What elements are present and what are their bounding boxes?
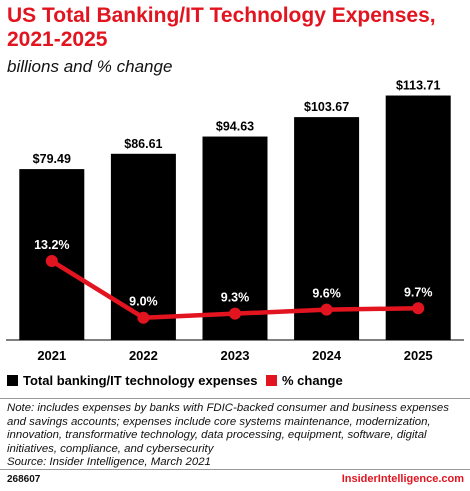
legend-swatch-expenses [7,375,18,386]
change-label-2023: 9.3% [221,291,250,305]
footer-divider [0,469,470,470]
change-point-2023 [229,307,241,320]
x-tick-label-2025: 2025 [404,348,433,363]
bar-value-label-2025: $113.71 [396,79,441,93]
change-point-2022 [137,311,150,324]
legend-label-expenses: Total banking/IT technology expenses [23,373,258,388]
change-label-2024: 9.6% [312,287,341,301]
legend-swatch-change [266,375,277,386]
x-tick-label-2023: 2023 [221,348,250,363]
bar-2024 [294,117,360,340]
line-layer: 13.2% 9.0% 9.3% 9.6% 9.7% [34,238,432,324]
bar-value-label-2022: $86.61 [124,137,162,151]
change-label-2021: 13.2% [34,238,69,252]
labels-layer: $79.49 $86.61 $94.63 $103.67 $113.71 [33,79,441,167]
chart-note: Note: includes expenses by banks with FD… [7,402,465,470]
legend-item-expenses: Total banking/IT technology expenses [7,373,258,388]
source-text: Source: Insider Intelligence, March 2021 [7,456,211,469]
brand-link[interactable]: InsiderIntelligence.com [341,473,464,485]
x-axis: 2021 2022 2023 2024 2025 [6,339,464,363]
change-point-2021 [45,255,58,268]
bar-2021 [19,169,85,340]
bar-value-label-2021: $79.49 [33,152,71,166]
legend-label-change: % change [282,373,343,388]
bar-value-label-2024: $103.67 [304,100,349,114]
bars-layer [19,95,451,340]
bar-2023 [202,136,268,340]
note-text: Note: includes expenses by banks with FD… [7,402,449,455]
chart-plot: 13.2% 9.0% 9.3% 9.6% 9.7% $79.49 $86.61 $94.63… [6,79,464,363]
bar-2025 [385,95,451,340]
chart-id: 268607 [7,474,41,485]
chart-subtitle: billions and % change [7,57,173,76]
bar-2022 [110,153,176,340]
legend-item-change: % change [266,373,343,388]
change-label-2022: 9.0% [129,295,158,309]
x-tick-label-2024: 2024 [312,348,342,363]
legend: Total banking/IT technology expenses % c… [7,373,467,393]
bar-value-label-2023: $94.63 [216,120,254,134]
change-point-2024 [320,303,333,316]
change-point-2025 [412,302,425,315]
x-tick-label-2021: 2021 [37,348,66,363]
chart-title: US Total Banking/IT Technology Expenses,… [7,4,436,51]
change-label-2025: 9.7% [404,285,433,299]
note-divider [0,398,470,399]
x-tick-label-2022: 2022 [129,348,158,363]
